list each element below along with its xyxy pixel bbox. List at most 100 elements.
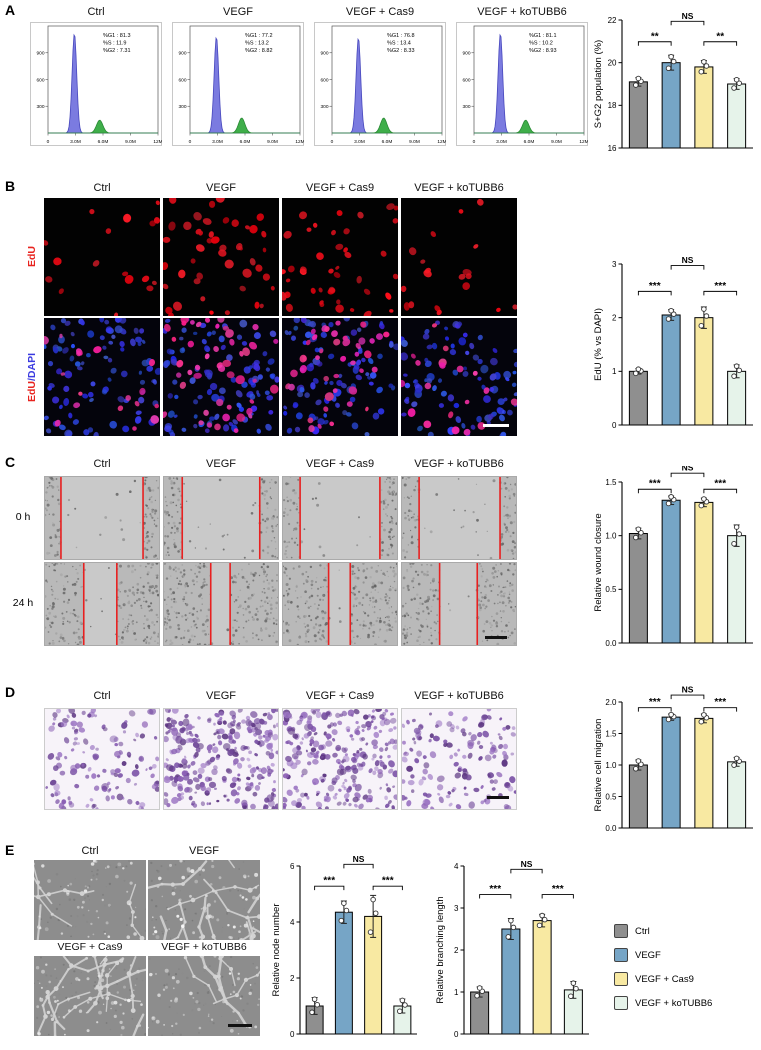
chart-branching-length: Relative branching length 0 1 2 3 4 *** *** NS [434, 850, 594, 1042]
svg-text:300: 300 [320, 104, 328, 110]
svg-text:6.0M: 6.0M [240, 139, 251, 145]
legend-swatch-vegf [614, 948, 628, 962]
svg-text:900: 900 [462, 51, 470, 57]
row-label-0h: 0 h [15, 511, 31, 523]
svg-text:%G1 : 81.3: %G1 : 81.3 [103, 33, 131, 39]
condition-title-b-ctrl: Ctrl [93, 182, 111, 194]
condition-title-c-kotubb6: VEGF + koTUBB6 [414, 458, 504, 470]
flow-cytometry-plot-cas9: 300 600 900 0 3.0M 6.0M 9.0M 12M %G1 : 76.8 %S : … [314, 22, 447, 146]
svg-text:***: *** [649, 479, 661, 490]
scale-bar-panel-d [487, 796, 509, 799]
svg-text:0: 0 [612, 421, 617, 430]
svg-text:%G2 : 8.82: %G2 : 8.82 [245, 48, 273, 54]
edu-image-cas9 [282, 198, 398, 316]
wound-image-24h-vegf [163, 562, 279, 646]
row-label-edu-dapi: EdU/DAPI [24, 318, 40, 436]
legend-swatch-ctrl [614, 924, 628, 938]
svg-text:3: 3 [612, 260, 617, 269]
svg-text:6.0M: 6.0M [524, 139, 535, 145]
condition-title-d-vegf: VEGF [206, 690, 236, 702]
svg-text:12M: 12M [153, 139, 162, 145]
svg-text:***: *** [649, 281, 661, 292]
svg-text:3.0M: 3.0M [212, 139, 223, 145]
edu-dapi-image-cas9 [282, 318, 398, 436]
svg-text:600: 600 [320, 77, 328, 83]
svg-text:12M: 12M [437, 139, 446, 145]
wound-image-0h-kotubb6 [401, 476, 517, 560]
wound-image-0h-cas9 [282, 476, 398, 560]
svg-text:9.0M: 9.0M [409, 139, 420, 145]
legend-item-kotubb6: VEGF + koTUBB6 [614, 996, 712, 1010]
svg-text:***: *** [714, 479, 726, 490]
legend-item-cas9: VEGF + Cas9 [614, 972, 712, 986]
svg-text:1.5: 1.5 [605, 729, 617, 738]
wound-image-24h-kotubb6 [401, 562, 517, 646]
condition-title-e-ctrl: Ctrl [81, 845, 99, 857]
edu-dapi-image-vegf [163, 318, 279, 436]
wound-image-24h-ctrl [44, 562, 160, 646]
svg-text:6.0M: 6.0M [382, 139, 393, 145]
svg-text:600: 600 [178, 77, 186, 83]
svg-text:0: 0 [454, 1030, 459, 1039]
svg-text:***: *** [714, 281, 726, 292]
panel-b-label: B [5, 178, 16, 194]
svg-text:16: 16 [608, 144, 617, 153]
legend-swatch-cas9 [614, 972, 628, 986]
condition-title-c-vegf: VEGF [206, 458, 236, 470]
svg-text:12M: 12M [579, 139, 588, 145]
svg-text:***: *** [714, 697, 726, 708]
chart-sg2-population: S+G2 population (%) 16 18 20 22 ** ** NS [592, 4, 758, 156]
condition-title-d-cas9: VEGF + Cas9 [305, 690, 375, 702]
svg-text:**: ** [651, 31, 659, 42]
svg-text:2: 2 [290, 974, 295, 983]
svg-text:**: ** [716, 31, 724, 42]
svg-text:3.0M: 3.0M [354, 139, 365, 145]
svg-text:0: 0 [47, 139, 50, 145]
svg-text:3.0M: 3.0M [496, 139, 507, 145]
condition-title-b-kotubb6: VEGF + koTUBB6 [414, 182, 504, 194]
chart-edu-percentage: EdU (% vs DAPI) 0 1 2 3 *** *** NS [592, 248, 758, 433]
svg-text:3: 3 [454, 904, 459, 913]
legend-item-vegf: VEGF [614, 948, 712, 962]
flow-cytometry-plot-kotubb6: 300 600 900 0 3.0M 6.0M 9.0M 12M %G1 : 81.1 %S : … [456, 22, 589, 146]
panel-a-label: A [5, 2, 16, 18]
svg-text:%S : 10.2: %S : 10.2 [529, 41, 553, 47]
wound-image-24h-cas9 [282, 562, 398, 646]
svg-text:0: 0 [290, 1030, 295, 1039]
legend-label-cas9: VEGF + Cas9 [635, 973, 694, 985]
chart-wound-closure: Relative wound closure 0.0 0.5 1.0 1.5 *** ***… [592, 463, 758, 651]
svg-text:9.0M: 9.0M [267, 139, 278, 145]
svg-text:6: 6 [290, 862, 295, 871]
edu-image-kotubb6 [401, 198, 517, 316]
svg-text:%G1 : 81.1: %G1 : 81.1 [529, 33, 557, 39]
svg-text:0: 0 [189, 139, 192, 145]
svg-text:1: 1 [454, 988, 459, 997]
legend-label-kotubb6: VEGF + koTUBB6 [635, 997, 713, 1009]
svg-text:NS: NS [682, 466, 694, 473]
svg-text:600: 600 [36, 77, 44, 83]
svg-text:%S : 11.9: %S : 11.9 [103, 41, 126, 47]
condition-title-a-cas9: VEGF + Cas9 [345, 6, 415, 18]
panel-c-label: C [5, 454, 16, 470]
transwell-image-vegf [163, 708, 279, 810]
row-label-24h: 24 h [12, 597, 34, 609]
svg-text:***: *** [382, 876, 394, 887]
svg-text:900: 900 [178, 51, 186, 57]
svg-text:300: 300 [178, 104, 186, 110]
edu-label-text: EdU [26, 246, 38, 268]
condition-title-a-ctrl: Ctrl [87, 6, 105, 18]
svg-text:900: 900 [36, 51, 44, 57]
legend-label-vegf: VEGF [635, 949, 661, 961]
condition-title-c-cas9: VEGF + Cas9 [305, 458, 375, 470]
condition-title-d-ctrl: Ctrl [93, 690, 111, 702]
svg-text:9.0M: 9.0M [551, 139, 562, 145]
tube-image-ctrl [34, 860, 146, 940]
svg-text:900: 900 [320, 51, 328, 57]
svg-text:300: 300 [462, 104, 470, 110]
svg-text:4: 4 [290, 918, 295, 927]
svg-text:Relative cell migration: Relative cell migration [593, 719, 604, 812]
condition-title-c-ctrl: Ctrl [93, 458, 111, 470]
tube-image-vegf [148, 860, 260, 940]
tube-image-cas9 [34, 956, 146, 1036]
